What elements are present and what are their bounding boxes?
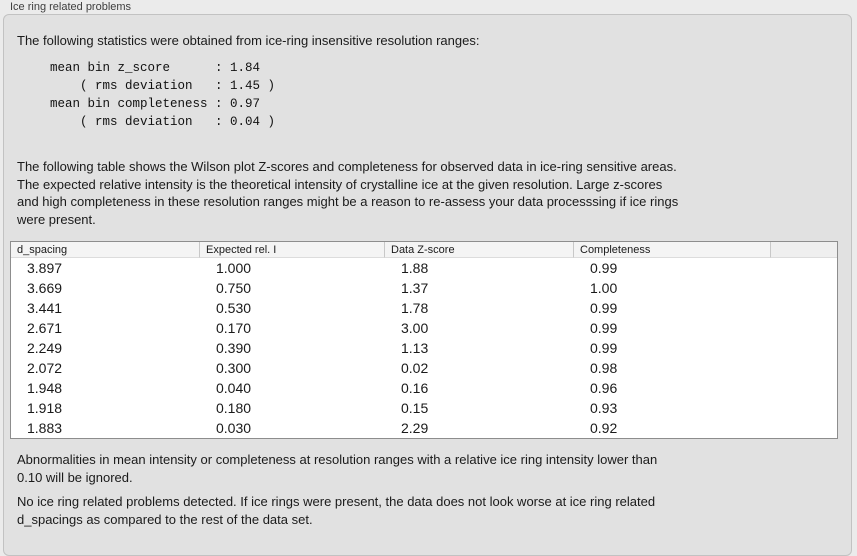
filler-cell	[771, 338, 837, 358]
intro-text: The following statistics were obtained f…	[17, 33, 480, 48]
table-row[interactable]: 1.918 0.180 0.15 0.93	[11, 398, 837, 418]
table-cell: 3.441	[27, 300, 63, 316]
table-description: The following table shows the Wilson plo…	[17, 159, 679, 227]
table-cell: 0.180	[216, 400, 252, 416]
filler-cell	[771, 318, 837, 338]
table-row[interactable]: 3.897 1.000 1.88 0.99	[11, 258, 837, 278]
group-box-panel: The following statistics were obtained f…	[3, 14, 852, 556]
table-cell: 0.16	[401, 380, 429, 396]
column-header[interactable]: Expected rel. I	[200, 242, 385, 258]
filler-cell	[771, 358, 837, 378]
table-cell: 2.671	[27, 320, 63, 336]
stats-block: mean bin z_score : 1.84 ( rms deviation …	[50, 61, 276, 129]
table-cell: 1.78	[401, 300, 429, 316]
table-cell: 0.750	[216, 280, 252, 296]
table-cell: 1.37	[401, 280, 429, 296]
table-cell: 0.99	[590, 300, 618, 316]
table-cell: 0.98	[590, 360, 618, 376]
table-cell: 3.00	[401, 320, 429, 336]
table-cell: 0.93	[590, 400, 618, 416]
filler-column-header	[771, 242, 837, 258]
table-cell: 0.300	[216, 360, 252, 376]
table-cell: 3.897	[27, 260, 63, 276]
table-cell: 0.390	[216, 340, 252, 356]
table-cell: 2.072	[27, 360, 63, 376]
filler-cell	[771, 418, 837, 438]
table-cell: 1.918	[27, 400, 63, 416]
table-cell: 0.96	[590, 380, 618, 396]
filler-cell	[771, 278, 837, 298]
table-cell: 0.040	[216, 380, 252, 396]
ice-ring-table-container: d_spacing Expected rel. I Data Z-score Comp…	[10, 241, 839, 439]
group-box-title: Ice ring related problems	[10, 1, 132, 13]
table-cell: 0.92	[590, 420, 618, 436]
table-cell: 0.99	[590, 340, 618, 356]
table-row[interactable]: 2.249 0.390 1.13 0.99	[11, 338, 837, 358]
filler-cell	[771, 398, 837, 418]
table-cell: 1.948	[27, 380, 63, 396]
table-cell: 0.02	[401, 360, 429, 376]
filler-cell	[771, 258, 837, 278]
table-header-row: d_spacing Expected rel. I Data Z-score Comp…	[11, 242, 837, 258]
filler-cell	[771, 298, 837, 318]
table-cell: 0.99	[590, 260, 618, 276]
conclusion-text: No ice ring related problems detected. I…	[17, 494, 656, 527]
table-cell: 0.15	[401, 400, 429, 416]
table-cell: 2.249	[27, 340, 63, 356]
table-cell: 1.883	[27, 420, 63, 436]
table-cell: 0.170	[216, 320, 252, 336]
table-cell: 1.000	[216, 260, 252, 276]
table-cell: 1.00	[590, 280, 618, 296]
column-header[interactable]: Data Z-score	[385, 242, 574, 258]
table-cell: 1.88	[401, 260, 429, 276]
table-cell: 0.530	[216, 300, 252, 316]
table-row[interactable]: 2.072 0.300 0.02 0.98	[11, 358, 837, 378]
table-cell: 2.29	[401, 420, 429, 436]
table-row[interactable]: 2.671 0.170 3.00 0.99	[11, 318, 837, 338]
table-cell: 1.13	[401, 340, 429, 356]
ignore-note: Abnormalities in mean intensity or compl…	[17, 452, 658, 485]
table-row[interactable]: 3.669 0.750 1.37 1.00	[11, 278, 837, 298]
ice-ring-table: d_spacing Expected rel. I Data Z-score Comp…	[10, 241, 838, 439]
column-header[interactable]: Completeness	[574, 242, 771, 258]
table-row[interactable]: 1.948 0.040 0.16 0.96	[11, 378, 837, 398]
table-cell: 0.99	[590, 320, 618, 336]
table-row[interactable]: 3.441 0.530 1.78 0.99	[11, 298, 837, 318]
table-cell: 0.030	[216, 420, 252, 436]
filler-cell	[771, 378, 837, 398]
table-row[interactable]: 1.883 0.030 2.29 0.92	[11, 418, 837, 438]
table-cell: 3.669	[27, 280, 63, 296]
column-header[interactable]: d_spacing	[11, 242, 200, 258]
